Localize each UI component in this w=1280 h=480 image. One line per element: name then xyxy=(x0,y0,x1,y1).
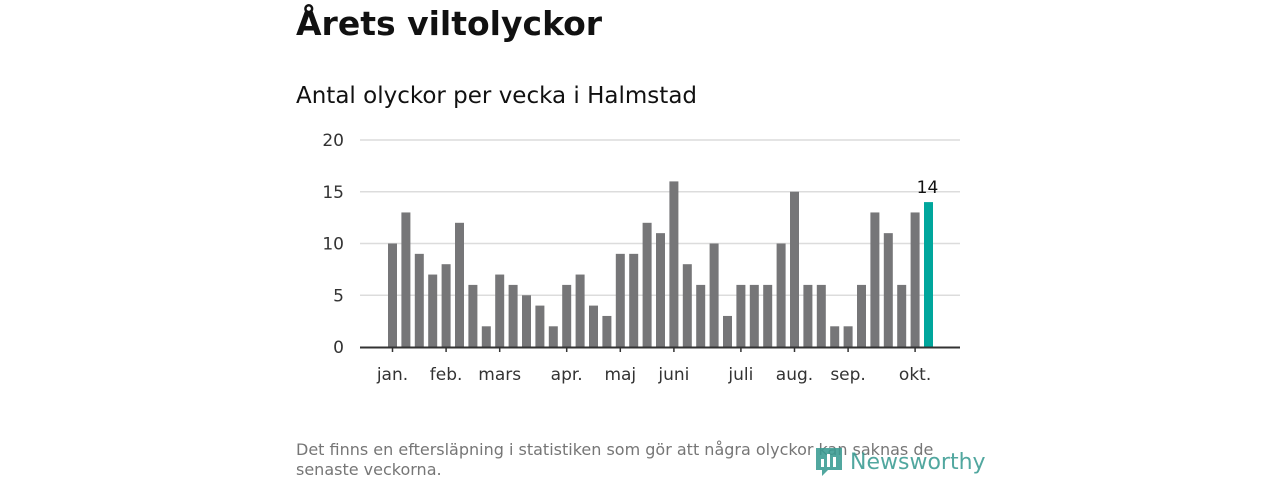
bar xyxy=(455,222,464,347)
bar xyxy=(736,284,746,347)
x-tick-label: mars xyxy=(478,365,521,385)
bar xyxy=(682,264,692,347)
x-tick-label: apr. xyxy=(551,365,583,385)
x-tick-label: aug. xyxy=(776,365,813,385)
bar xyxy=(803,284,813,347)
bar xyxy=(669,181,679,347)
bar xyxy=(709,243,719,347)
bar xyxy=(535,305,545,347)
brand-name: Newsworthy xyxy=(850,449,986,475)
brand-logo: Newsworthy xyxy=(814,446,986,478)
bar xyxy=(749,284,759,347)
bar xyxy=(897,284,907,347)
bar xyxy=(857,284,866,347)
x-tick-label: okt. xyxy=(899,365,931,385)
data-labels: 14 xyxy=(917,178,939,198)
bar xyxy=(790,191,799,347)
y-tick-label: 20 xyxy=(322,131,344,151)
bar-highlight xyxy=(924,202,933,347)
bar xyxy=(763,284,773,347)
bars xyxy=(388,181,933,347)
y-tick-label: 5 xyxy=(333,286,344,306)
x-tick-label: maj xyxy=(604,365,636,385)
newsworthy-logo-icon xyxy=(816,448,842,476)
y-tick-label: 10 xyxy=(322,235,344,255)
bar xyxy=(870,212,880,347)
bar xyxy=(401,212,411,347)
bar xyxy=(816,284,826,347)
bar xyxy=(414,253,424,347)
bar xyxy=(589,305,598,347)
x-tick-label: feb. xyxy=(430,365,463,385)
bar xyxy=(642,222,652,347)
bar xyxy=(776,243,786,347)
bar xyxy=(548,326,558,347)
bar-chart: 0 5 10 15 20 jan. feb. mars apr. maj juni juli aug.… xyxy=(322,131,960,385)
bar xyxy=(830,326,840,347)
bar xyxy=(495,274,505,347)
bar xyxy=(910,212,920,347)
data-label-latest: 14 xyxy=(917,178,939,198)
bar xyxy=(388,243,397,347)
bar xyxy=(428,274,438,347)
x-tick-label: juli xyxy=(727,365,753,385)
y-axis-labels: 0 5 10 15 20 xyxy=(322,131,344,358)
bar xyxy=(468,284,478,347)
bar xyxy=(522,295,531,347)
bar xyxy=(723,315,732,347)
bar xyxy=(656,233,665,347)
bar xyxy=(481,326,491,347)
bar xyxy=(883,233,893,347)
bar xyxy=(441,264,451,347)
bar xyxy=(696,284,706,347)
bar xyxy=(615,253,625,347)
y-tick-label: 15 xyxy=(322,183,344,203)
footnote: Det finns en eftersläpning i statistiken… xyxy=(296,440,934,479)
x-axis: jan. feb. mars apr. maj juni juli aug. sep. okt. xyxy=(360,346,960,385)
chart-title: Årets viltolyckor xyxy=(296,4,603,43)
bar xyxy=(629,253,639,347)
bar xyxy=(843,326,853,347)
x-tick-label: sep. xyxy=(830,365,866,385)
x-tick-label: jan. xyxy=(376,365,408,385)
y-tick-label: 0 xyxy=(333,338,344,358)
bar xyxy=(575,274,585,347)
x-tick-label: juni xyxy=(657,365,689,385)
chart-subtitle: Antal olyckor per vecka i Halmstad xyxy=(296,83,698,109)
bar xyxy=(508,284,518,347)
bar xyxy=(562,284,572,347)
bar xyxy=(602,315,612,347)
